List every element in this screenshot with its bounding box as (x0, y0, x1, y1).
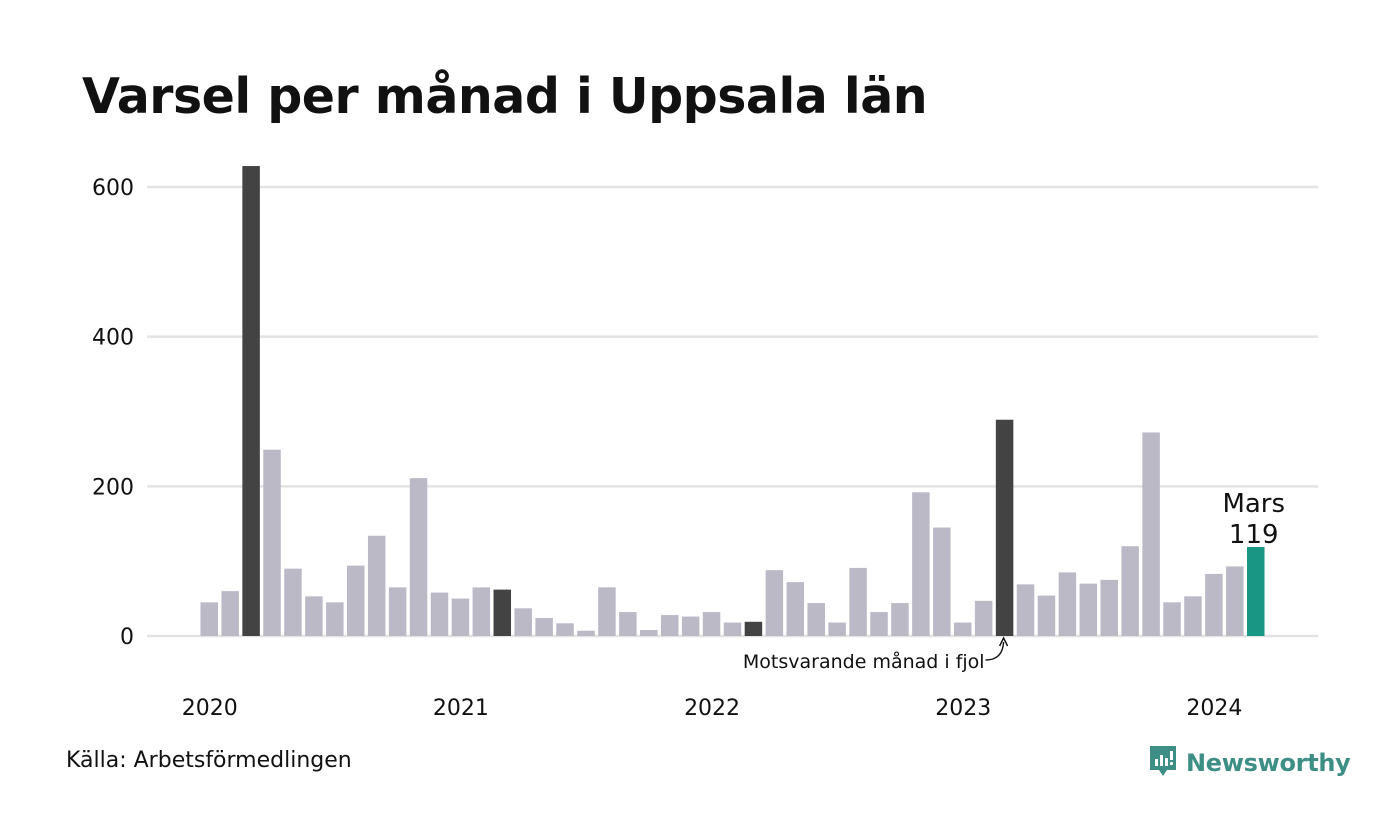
bar (1205, 573, 1223, 636)
bar (933, 527, 951, 636)
bar (1121, 546, 1139, 636)
bar (556, 623, 574, 636)
bar (1184, 596, 1202, 636)
bar (1037, 595, 1056, 636)
bar (263, 449, 281, 636)
x-tick-label: 2020 (182, 696, 238, 721)
brand-name: Newsworthy (1186, 749, 1351, 777)
bar (430, 592, 449, 636)
bar (284, 568, 302, 636)
bar (598, 587, 616, 636)
bar (723, 622, 742, 636)
bar (640, 630, 658, 636)
chart-title: Varsel per månad i Uppsala län (82, 68, 928, 125)
brand-logo[interactable]: Newsworthy (1148, 744, 1351, 782)
bar (619, 612, 637, 636)
x-tick-label: 2021 (433, 696, 489, 721)
bar (367, 535, 386, 636)
bar (1058, 572, 1077, 636)
x-tick-label: 2022 (684, 696, 740, 721)
bar (451, 598, 470, 636)
bar (891, 603, 909, 636)
bar (535, 618, 553, 636)
bar (514, 608, 532, 636)
bar (493, 589, 512, 636)
bar (1247, 546, 1265, 636)
newsworthy-logo-icon (1148, 744, 1178, 782)
bar (807, 603, 825, 636)
bar (326, 602, 344, 636)
bar (828, 622, 846, 636)
bar (200, 602, 218, 636)
comparison-annotation: Motsvarande månad i fjol (743, 650, 985, 673)
bar (974, 600, 993, 636)
current-value-label: 119 (1229, 520, 1279, 550)
bar (577, 630, 595, 636)
y-tick-label: 600 (92, 176, 134, 201)
bar (347, 565, 365, 636)
bar (1100, 579, 1118, 636)
bar (305, 596, 323, 636)
bar (409, 478, 428, 636)
bar (388, 587, 407, 636)
bar (1163, 602, 1181, 636)
bar (1016, 584, 1035, 636)
x-tick-label: 2023 (935, 696, 991, 721)
bar (1226, 566, 1244, 636)
annotation-arrowhead (998, 636, 1009, 647)
x-tick-label: 2024 (1186, 696, 1242, 721)
bar (870, 612, 888, 636)
annotation-arrow (985, 641, 1005, 661)
bar (242, 166, 260, 636)
bar (995, 419, 1014, 636)
bar (1142, 432, 1160, 636)
y-tick-label: 400 (92, 326, 134, 351)
bar (912, 492, 930, 636)
bar (744, 621, 763, 636)
y-tick-label: 200 (92, 475, 134, 500)
bar (221, 591, 239, 636)
bar (660, 615, 679, 636)
bar (1079, 583, 1098, 636)
bar (472, 587, 491, 636)
current-month-label: Mars (1222, 489, 1285, 519)
source-label: Källa: Arbetsförmedlingen (66, 748, 352, 773)
bar (681, 616, 700, 636)
bar (953, 622, 972, 636)
bar (702, 612, 721, 636)
bar (765, 570, 784, 636)
bar (849, 567, 867, 636)
bar (786, 582, 805, 636)
y-tick-label: 0 (120, 625, 134, 650)
